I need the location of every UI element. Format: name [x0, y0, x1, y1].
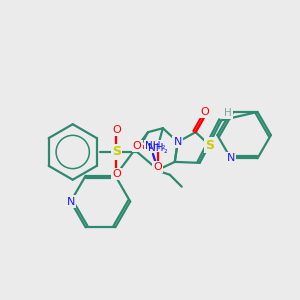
Text: S: S [205, 139, 214, 152]
Text: N: N [226, 153, 235, 163]
Text: N: N [67, 196, 75, 206]
Text: O: O [133, 141, 142, 151]
Text: H: H [224, 108, 232, 118]
Text: NH: NH [148, 143, 164, 153]
Text: ₂: ₂ [164, 146, 168, 154]
Text: S: S [112, 146, 121, 158]
Text: ₂: ₂ [161, 142, 164, 151]
Text: N: N [174, 137, 182, 147]
Text: O: O [112, 169, 121, 179]
Text: NH: NH [145, 141, 161, 151]
Text: O: O [154, 162, 162, 172]
Text: O: O [200, 107, 209, 117]
Text: O: O [112, 125, 121, 135]
